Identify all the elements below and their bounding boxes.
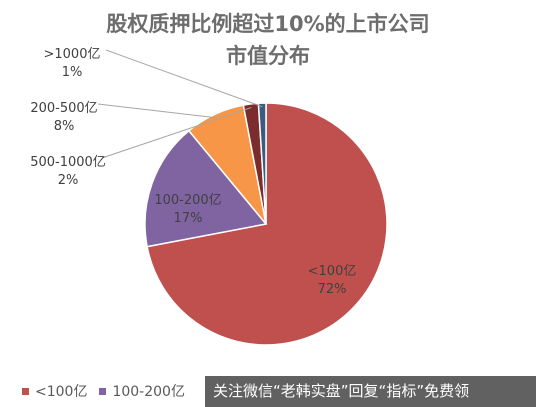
watermark-banner: 关注微信“老韩实盘”回复“指标”免费领: [205, 376, 536, 407]
slice-label-value-0: 72%: [318, 282, 347, 297]
slice-label-value-1: 17%: [174, 211, 203, 226]
pie-slice-1: [144, 129, 268, 248]
legend-swatch: [22, 387, 29, 395]
chart-legend: <100亿 100-200亿: [22, 381, 197, 401]
legend-item-1: 100-200亿: [99, 381, 185, 401]
slice-label-value-2: 8%: [54, 119, 75, 134]
pie-slice-0: [146, 102, 388, 346]
leader-line-3: [101, 107, 252, 159]
legend-swatch: [99, 387, 107, 395]
legend-label: 100-200亿: [112, 384, 185, 400]
slice-label-name-0: <100亿: [308, 264, 357, 279]
leader-line-2: [97, 103, 217, 119]
slice-label-value-3: 2%: [58, 173, 79, 188]
leader-line-4: [105, 49, 263, 108]
legend-label: <100亿: [35, 384, 88, 400]
slice-label-name-3: 500-1000亿: [30, 155, 106, 170]
slice-label-value-4: 1%: [62, 65, 83, 80]
pie-slice-4: [257, 102, 267, 225]
legend-item-0: <100亿: [22, 381, 87, 401]
slice-label-name-1: 100-200亿: [154, 193, 221, 208]
chart-title-line2: 市值分布: [226, 44, 310, 68]
slice-label-name-4: >1000亿: [44, 47, 101, 62]
slice-label-name-2: 200-500亿: [30, 101, 97, 116]
chart-title-line1: 股权质押比例超过10%的上市公司: [106, 12, 430, 36]
